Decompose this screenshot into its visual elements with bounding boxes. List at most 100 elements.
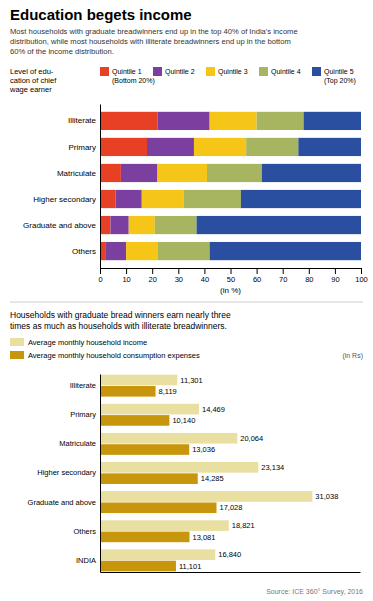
bar (100, 415, 169, 426)
x-axis: 0102030405060708090100 (98, 268, 367, 284)
bar (100, 491, 312, 502)
axis-line (100, 375, 101, 573)
legend-entry-line: Quintile 3 (218, 68, 248, 76)
tick: Others (72, 247, 96, 256)
legend-entry-line: (Top 20%) (324, 77, 356, 85)
bar-segment (100, 112, 157, 130)
bar (100, 502, 217, 513)
bar-segment (241, 190, 361, 208)
tick-mark (309, 268, 310, 274)
x-axis (101, 572, 361, 573)
tick-mark (100, 268, 101, 274)
tick: Graduate and above (23, 221, 96, 230)
data-label: 23,134 (261, 463, 284, 472)
tick-mark (335, 268, 336, 274)
bar-segment (257, 112, 304, 130)
title: Education begets income (10, 6, 192, 23)
bar-segment (155, 216, 197, 234)
legend-swatch (206, 67, 215, 76)
bar (100, 520, 229, 531)
bar-segment (246, 138, 298, 156)
bar-segment (110, 216, 128, 234)
tick: 20 (149, 268, 157, 284)
tick-label: 90 (331, 275, 339, 284)
annotation: (in Rs) (342, 352, 363, 360)
legend-entry: Average monthly household income (28, 338, 147, 347)
axis-line (100, 105, 101, 269)
tick: 50 (227, 268, 235, 284)
bars (100, 375, 312, 572)
bar (100, 404, 199, 415)
tick-label: Others (73, 527, 96, 536)
legend-swatch (153, 67, 162, 76)
legend-entry-line: Quintile 5 (324, 68, 354, 76)
legend-swatch (259, 67, 268, 76)
chart-root: Education begets income Most households w… (0, 0, 373, 601)
tick-label: 30 (175, 275, 183, 284)
data-label: 20,064 (240, 434, 263, 443)
tick-label: Higher secondary (37, 468, 96, 477)
data-label: 13,036 (192, 445, 215, 454)
tick: Primary (68, 143, 96, 152)
data-label: 31,038 (315, 492, 338, 501)
legend-swatch (10, 338, 24, 346)
legend-entry: Quintile 1(Bottom 20%) (112, 68, 155, 85)
subtitle: Most households with graduate breadwinne… (10, 27, 298, 56)
tick-label: 20 (149, 275, 157, 284)
legend-entry-line: Quintile 2 (165, 68, 195, 76)
legend-title: Level of edu-cation of chiefwage earner (9, 67, 57, 94)
tick-mark (178, 268, 179, 274)
data-label: 8,119 (159, 387, 177, 396)
legend-title-line: wage earner (9, 85, 52, 94)
tick: 90 (331, 268, 339, 284)
tick-label: Primary (70, 410, 96, 419)
data-label: 10,140 (172, 416, 195, 425)
tick-mark (257, 268, 258, 274)
data-labels: 11,30114,46920,06423,13431,03818,82116,8… (159, 376, 339, 571)
bar-segment (100, 190, 116, 208)
legend-swatch (312, 67, 321, 76)
tick-label: Graduate and above (28, 498, 96, 507)
series (126, 112, 257, 260)
tick: 80 (305, 268, 313, 284)
legend: Quintile 1(Bottom 20%) Quintile 2 Quintile… (100, 67, 356, 85)
legend-entry: Quintile 2 (165, 68, 195, 76)
bar-segment (100, 216, 110, 234)
tick-label: 0 (98, 275, 102, 284)
legend: Average monthly household income Average … (10, 338, 200, 360)
bar (100, 375, 177, 386)
series (197, 112, 361, 260)
series (105, 112, 209, 260)
subtitle-line: 60% of the income distribution. (10, 47, 114, 56)
data-label: 18,821 (232, 521, 255, 530)
y-axis: IlliteratePrimaryMatriculateHigher secon… (23, 105, 100, 269)
bar-segment (157, 164, 207, 182)
legend-entry-line: (Bottom 20%) (112, 77, 155, 85)
divider (10, 302, 363, 303)
data-label: 11,301 (180, 376, 202, 385)
bar-segment (121, 164, 158, 182)
subtitle: Households with graduate bread winners e… (10, 310, 231, 331)
tick-mark (283, 268, 284, 274)
tick-mark (152, 268, 153, 274)
tick-label: Matriculate (59, 439, 96, 448)
legend-entry: Average monthly household consumption ex… (28, 351, 200, 360)
bar-segment (157, 242, 209, 260)
tick-label: 100 (355, 275, 368, 284)
legend-entry: Quintile 3 (218, 68, 248, 76)
bar (100, 561, 176, 572)
legend-swatch (100, 67, 109, 76)
tick-label: 80 (305, 275, 313, 284)
tick-mark (231, 268, 232, 274)
bar-segment (126, 242, 157, 260)
data-label: 14,285 (201, 474, 224, 483)
legend-title-line: Level of edu- (10, 67, 54, 76)
bar-segment (129, 216, 155, 234)
tick: 30 (175, 268, 183, 284)
tick-label: 60 (253, 275, 261, 284)
data-label: 14,469 (202, 405, 225, 414)
bar-segment (210, 242, 361, 260)
subtitle-line: Households with graduate bread winners e… (10, 310, 231, 320)
legend-entry-line: Quintile 1 (112, 68, 142, 76)
bar-segment (100, 138, 147, 156)
